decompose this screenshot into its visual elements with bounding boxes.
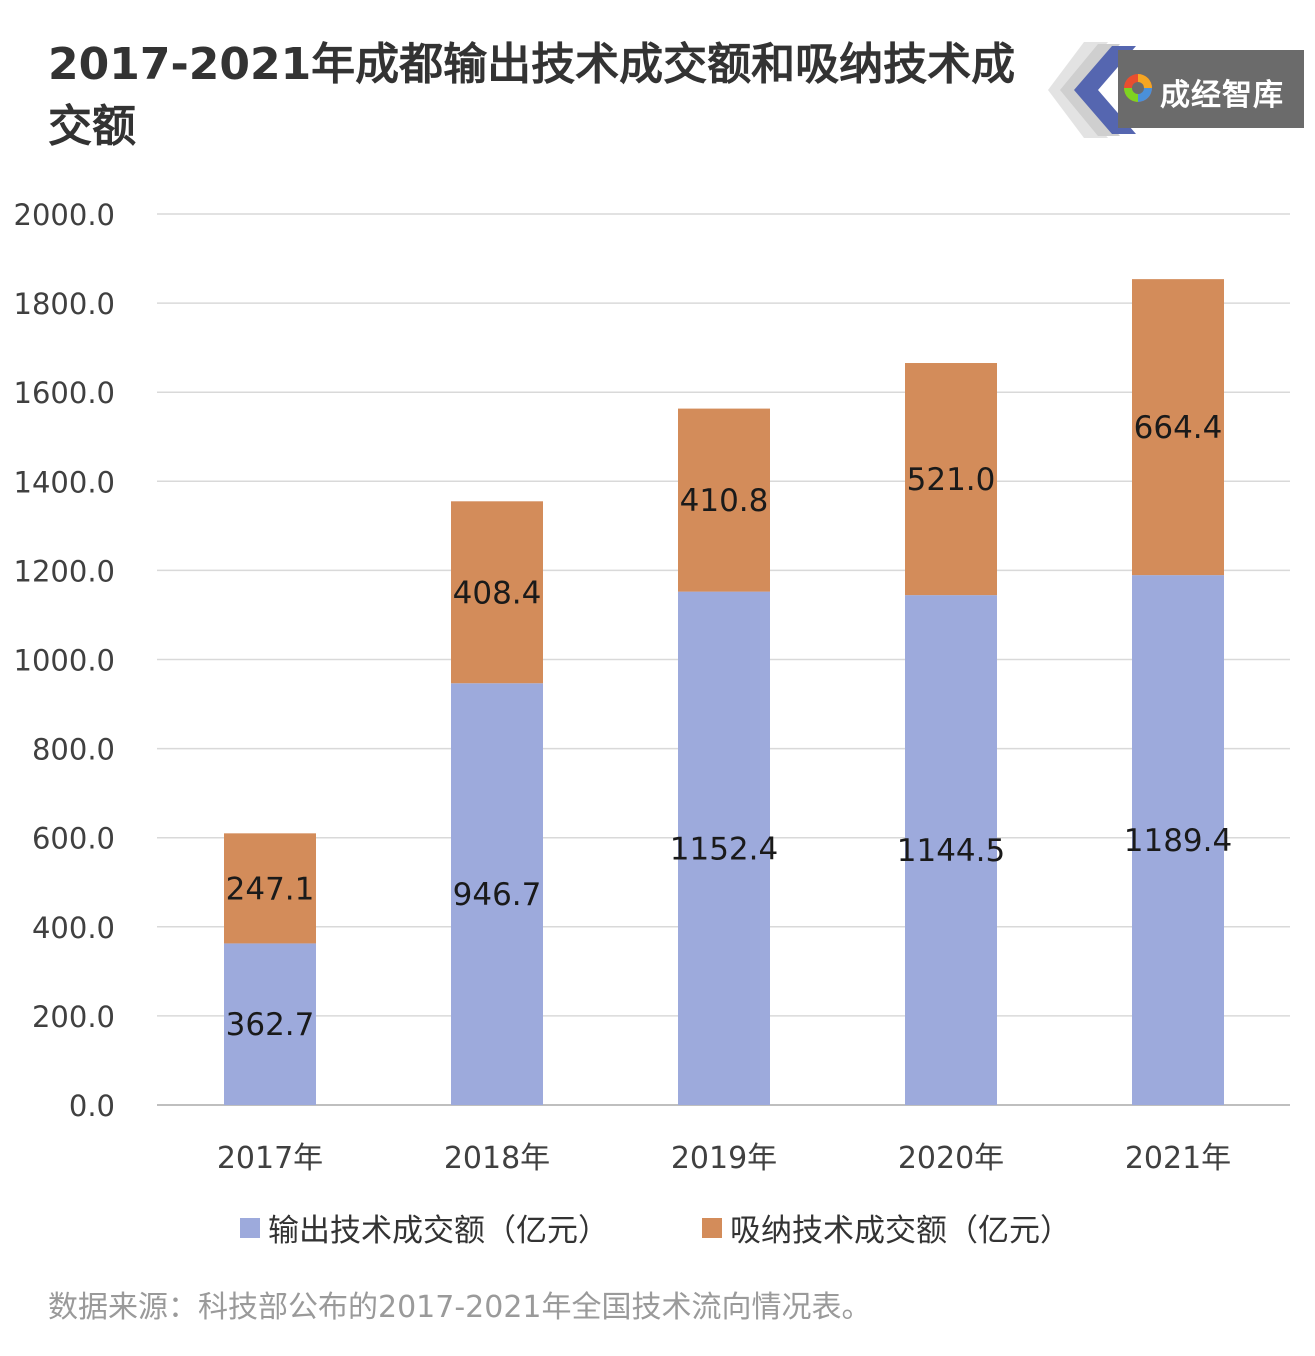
bar-segment-export <box>451 683 543 1105</box>
data-label: 1189.4 <box>1124 823 1232 859</box>
swirl-logo-icon <box>1124 74 1152 102</box>
bar-segment-export <box>678 591 770 1105</box>
logo-text: 成经智库 <box>1160 78 1284 113</box>
bar-segment-import <box>678 408 770 592</box>
x-tick-label: 2020年 <box>898 1141 1004 1176</box>
y-tick-label: 2000.0 <box>14 198 115 232</box>
stacked-bar-chart: 0.0 200.0 400.0 600.0 800.0 1000.0 1200.0 1400.… <box>14 198 1290 1176</box>
legend-swatch-import <box>702 1217 722 1238</box>
brand-logo: 成经智库 <box>1048 34 1315 146</box>
data-label: 362.7 <box>226 1007 315 1043</box>
y-tick-label: 800.0 <box>32 733 115 767</box>
bar-segment-import <box>1132 279 1224 576</box>
legend-item-import: 吸纳技术成交额（亿元） <box>702 1205 1071 1250</box>
x-tick-label: 2017年 <box>217 1141 323 1176</box>
y-tick-label: 400.0 <box>32 911 115 945</box>
y-tick-label: 1600.0 <box>14 376 115 410</box>
x-tick-label: 2018年 <box>444 1141 550 1176</box>
y-tick-label: 1800.0 <box>14 287 115 321</box>
data-label: 247.1 <box>226 871 315 907</box>
bar-segment-import <box>224 833 316 944</box>
x-tick-label: 2019年 <box>671 1141 777 1176</box>
data-label: 946.7 <box>453 877 542 913</box>
chart-title: 2017-2021年成都输出技术成交额和吸纳技术成交额 <box>48 39 1016 152</box>
y-tick-label: 1000.0 <box>14 644 115 678</box>
y-tick-label: 1200.0 <box>14 554 115 588</box>
data-label: 1152.4 <box>670 831 778 867</box>
legend-swatch-export <box>240 1217 260 1238</box>
legend-item-export: 输出技术成交额（亿元） <box>240 1205 609 1250</box>
data-label: 408.4 <box>453 575 542 611</box>
legend-label-import: 吸纳技术成交额（亿元） <box>730 1213 1071 1249</box>
bar-segment-export <box>1132 575 1224 1105</box>
bar-segment-import <box>905 363 997 596</box>
legend-label-export: 输出技术成交额（亿元） <box>268 1213 609 1249</box>
bar-segment-export <box>224 943 316 1105</box>
y-tick-label: 0.0 <box>69 1089 115 1123</box>
data-label: 664.4 <box>1134 410 1223 446</box>
bar-segment-import <box>451 501 543 684</box>
y-tick-label: 1400.0 <box>14 465 115 499</box>
data-label: 521.0 <box>907 462 996 498</box>
data-label: 410.8 <box>680 483 769 519</box>
bar-segment-export <box>905 595 997 1105</box>
data-label: 1144.5 <box>897 833 1005 869</box>
chart-legend: 输出技术成交额（亿元） 吸纳技术成交额（亿元） <box>0 1205 1315 1249</box>
y-tick-label: 600.0 <box>32 822 115 856</box>
data-source-note: 数据来源：科技部公布的2017-2021年全国技术流向情况表。 <box>48 1290 872 1325</box>
logo-chevron-icon <box>1048 42 1136 138</box>
x-tick-label: 2021年 <box>1125 1141 1231 1176</box>
y-tick-label: 200.0 <box>32 1000 115 1034</box>
